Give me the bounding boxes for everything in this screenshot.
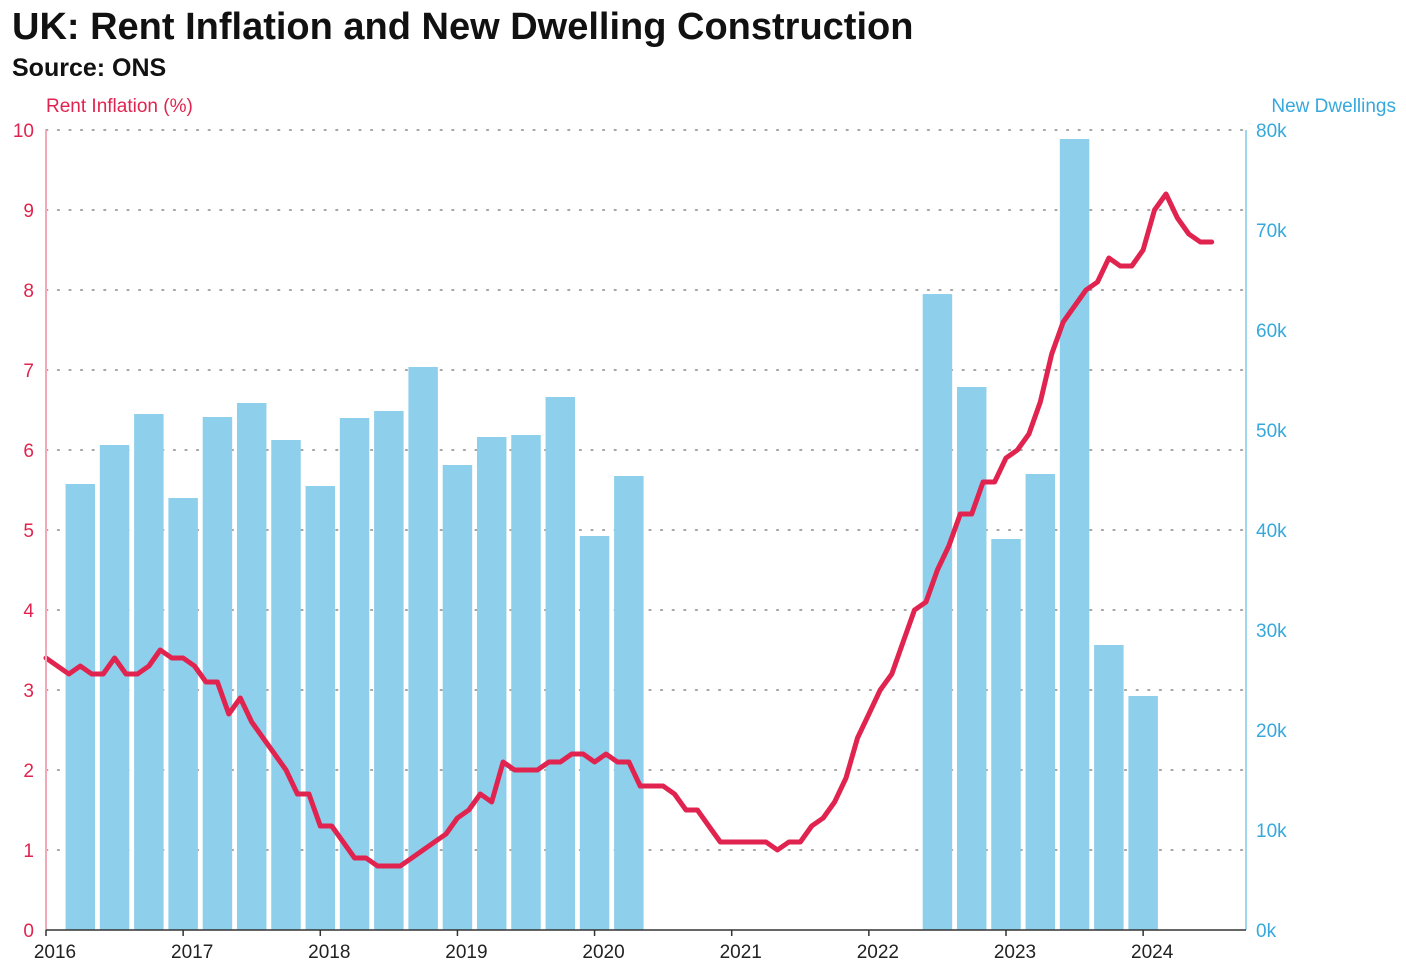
left-tick-label: 4 — [23, 601, 34, 622]
bar — [65, 484, 96, 930]
bar — [1059, 139, 1090, 930]
bar — [374, 411, 404, 930]
left-tick-label: 5 — [23, 521, 34, 542]
x-tick-label: 2021 — [720, 942, 762, 963]
left-tick-label: 7 — [23, 361, 34, 382]
x-tick-label: 2023 — [994, 942, 1036, 963]
line-series — [43, 191, 1215, 869]
right-tick-label: 40k — [1256, 521, 1287, 542]
axes: 0 1 2 3 4 5 6 7 8 9 10 0k 10k 20k 30k 40k 50k 60k 70k 80k 20… — [13, 121, 1287, 963]
left-tick-label: 1 — [23, 841, 34, 862]
left-tick-label: 6 — [23, 441, 34, 462]
bar — [99, 445, 130, 930]
right-tick-label: 70k — [1256, 221, 1287, 242]
bar — [511, 435, 541, 930]
x-tick-label: 2022 — [857, 942, 899, 963]
x-tick-label: 2018 — [308, 942, 350, 963]
right-axis-title: New Dwellings — [1271, 96, 1396, 117]
left-tick-label: 8 — [23, 281, 34, 302]
bar — [442, 465, 473, 930]
bar — [1025, 474, 1056, 930]
bar — [579, 536, 610, 930]
right-tick-label: 80k — [1256, 121, 1287, 142]
bars-series — [65, 139, 1158, 930]
bar — [168, 498, 198, 930]
x-tick-label: 2017 — [171, 942, 213, 963]
bar — [1128, 696, 1158, 930]
bar — [202, 417, 233, 930]
bar — [305, 486, 336, 930]
right-tick-label: 0k — [1256, 921, 1277, 942]
bar — [408, 367, 438, 930]
bar — [922, 294, 953, 930]
bar — [476, 437, 507, 930]
chart-subtitle: Source: ONS — [12, 54, 167, 82]
right-tick-label: 20k — [1256, 721, 1287, 742]
right-tick-label: 10k — [1256, 821, 1287, 842]
bar — [271, 440, 301, 930]
bar — [339, 418, 370, 930]
bar — [1094, 645, 1124, 930]
left-tick-label: 0 — [23, 921, 34, 942]
bar — [545, 397, 576, 930]
x-tick-label: 2019 — [445, 942, 487, 963]
left-tick-label: 3 — [23, 681, 34, 702]
left-tick-label: 2 — [23, 761, 34, 782]
x-tick-label: 2016 — [34, 942, 76, 963]
x-tick-label: 2020 — [582, 942, 624, 963]
bar — [614, 476, 644, 930]
right-tick-label: 30k — [1256, 621, 1287, 642]
bar — [236, 403, 267, 930]
left-tick-label: 10 — [13, 121, 34, 142]
left-axis-title: Rent Inflation (%) — [46, 96, 193, 117]
rent-inflation-line — [43, 191, 1215, 869]
bar — [991, 539, 1021, 930]
x-tick-label: 2024 — [1131, 942, 1174, 963]
right-tick-label: 50k — [1256, 421, 1287, 442]
chart-title: UK: Rent Inflation and New Dwelling Cons… — [12, 6, 914, 48]
left-tick-label: 9 — [23, 201, 34, 222]
bar — [956, 387, 987, 930]
right-tick-label: 60k — [1256, 321, 1287, 342]
